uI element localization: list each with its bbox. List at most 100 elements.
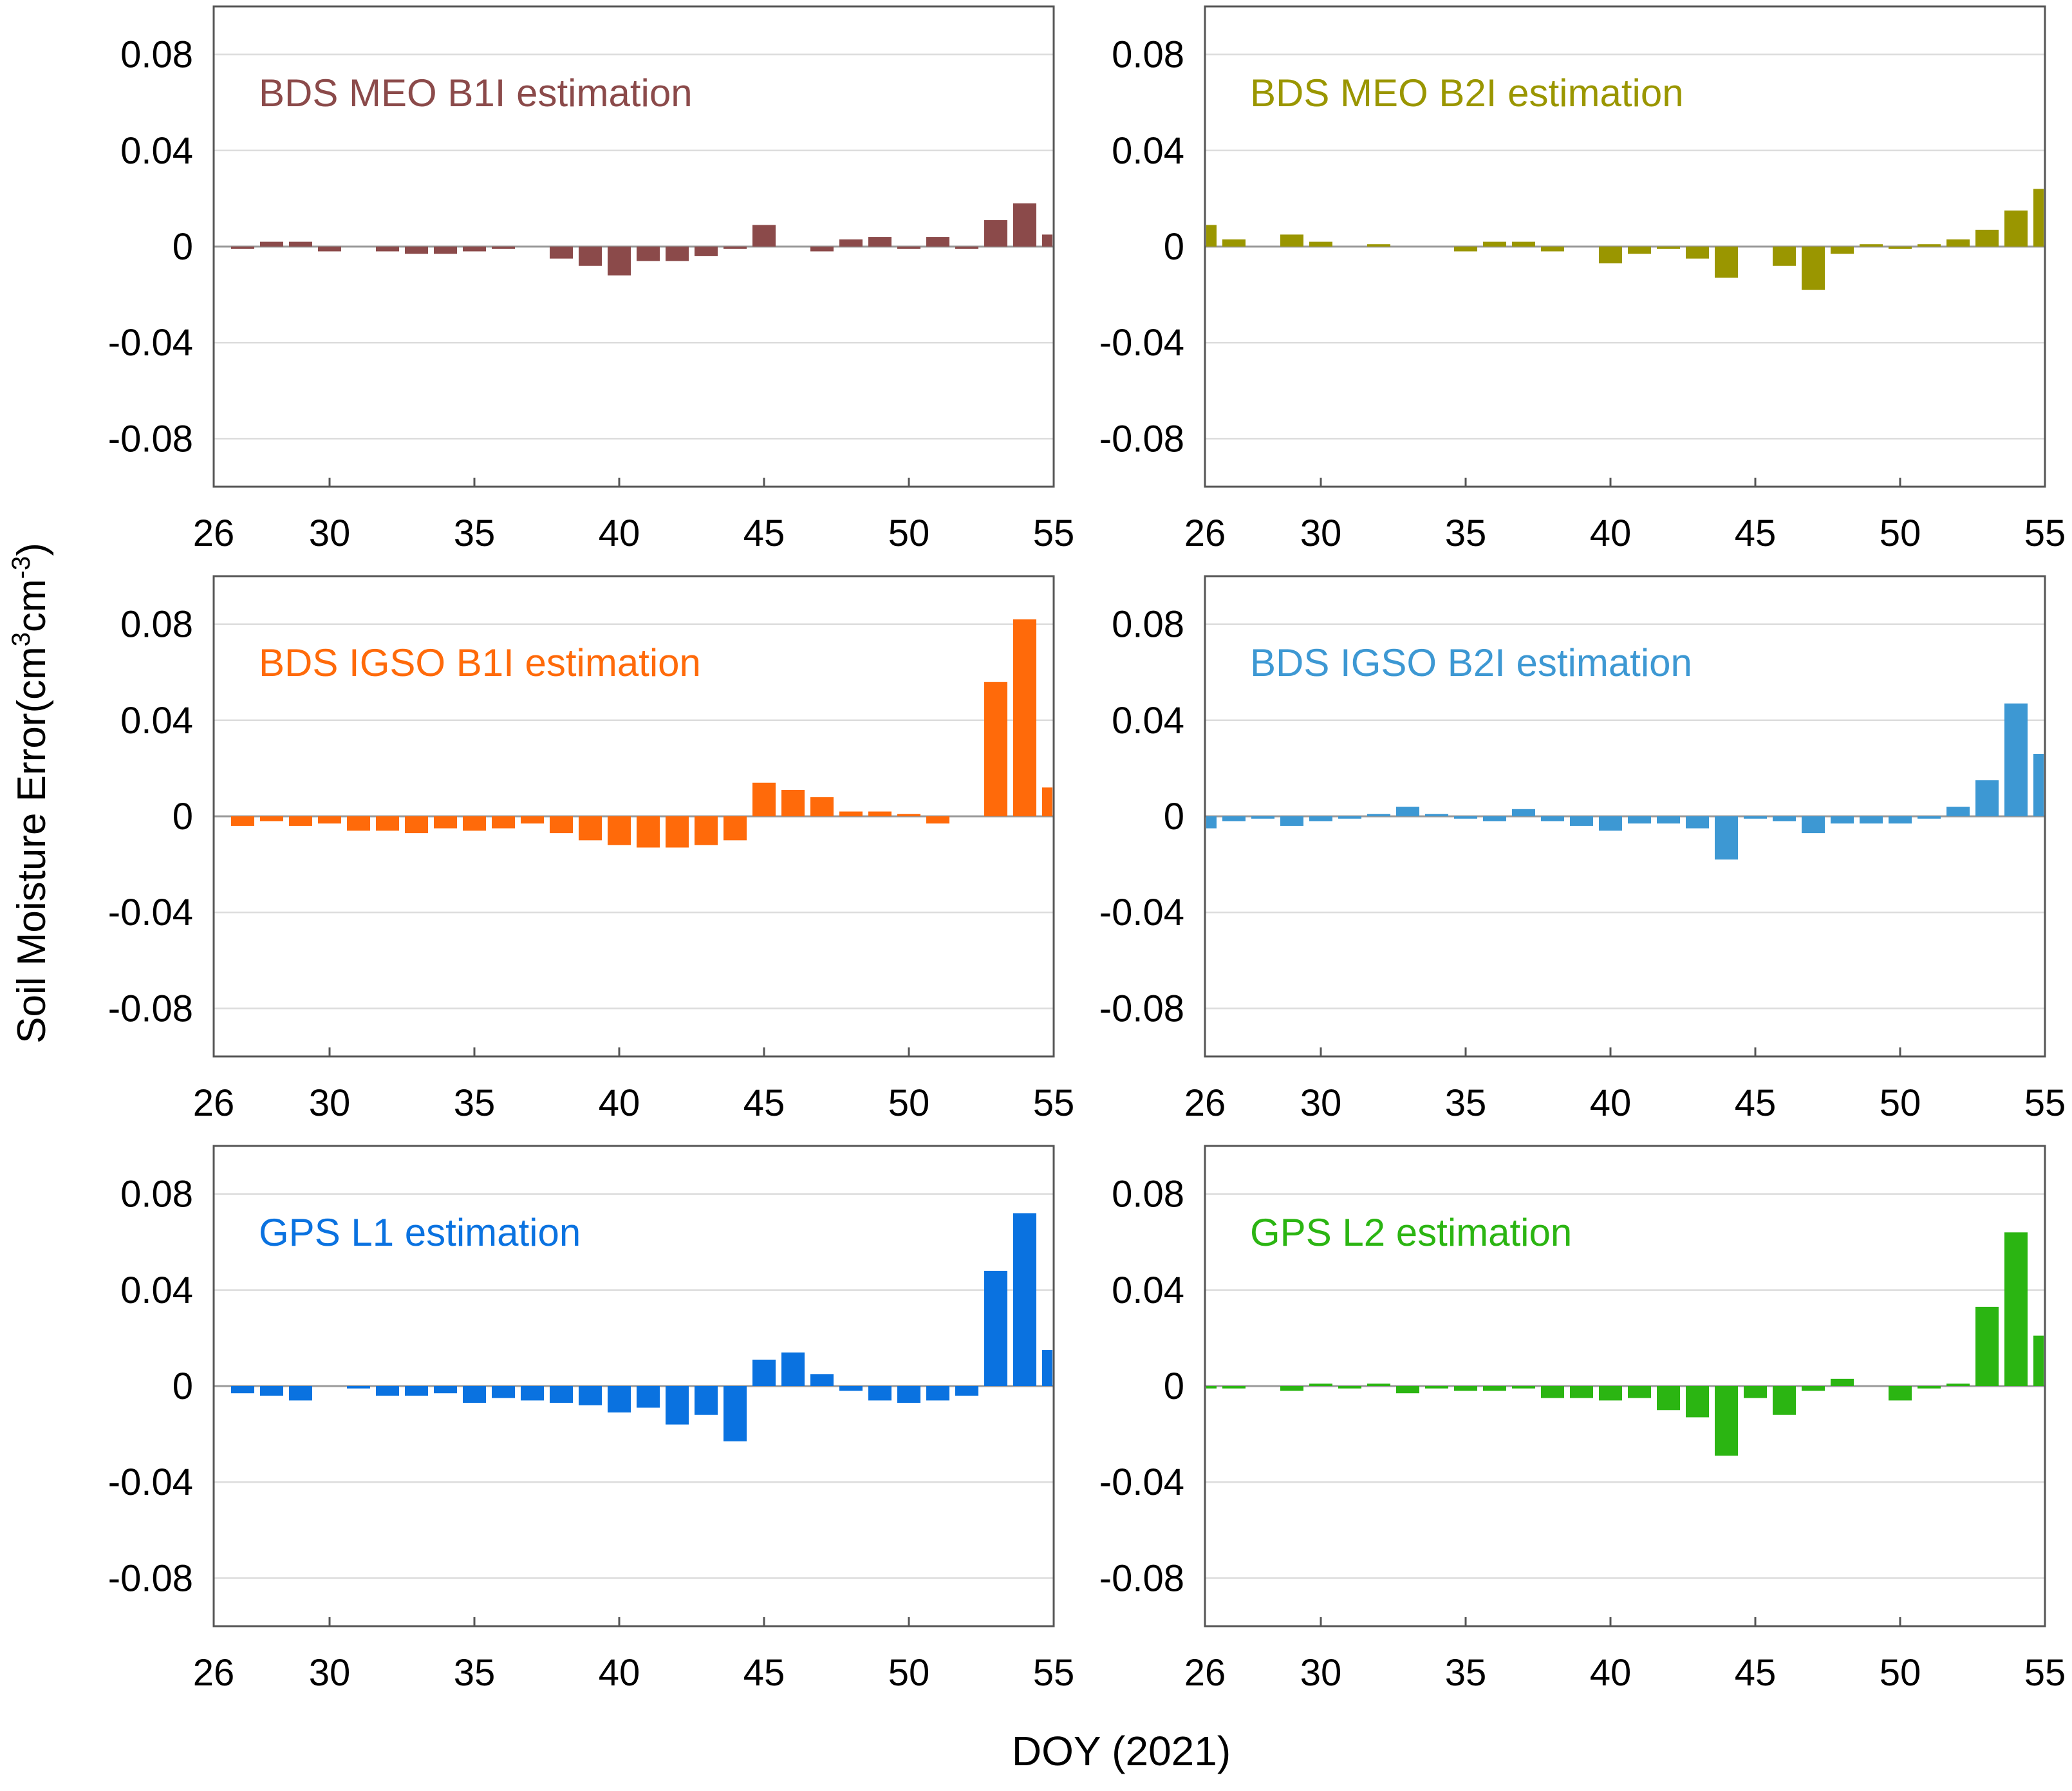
bar xyxy=(637,816,660,848)
x-tick-label: 55 xyxy=(2024,1082,2066,1124)
chart-panel: 0.08 0.04 0 -0.04 -0.08 26 30 35 40 45 50 55 BDS MEO… xyxy=(108,5,1075,554)
y-tick-label: -0.08 xyxy=(108,988,193,1029)
bar xyxy=(1773,247,1796,266)
bar xyxy=(2004,1232,2028,1386)
bar xyxy=(1338,816,1361,819)
bar xyxy=(550,816,573,834)
bar xyxy=(260,1386,283,1396)
bar xyxy=(463,816,486,831)
bar xyxy=(1541,1386,1564,1398)
bar xyxy=(1570,816,1593,826)
bar xyxy=(1206,816,1217,829)
x-tick-label: 35 xyxy=(454,512,496,554)
bar xyxy=(2033,1335,2044,1386)
bar xyxy=(666,1386,689,1425)
bar xyxy=(1483,816,1506,821)
y-tick-label: 0.04 xyxy=(1112,700,1184,742)
bar xyxy=(1599,816,1622,831)
bar xyxy=(1042,1350,1052,1386)
x-tick-label: 30 xyxy=(1300,1652,1342,1694)
y-tick-label: 0.08 xyxy=(120,1174,193,1215)
bar xyxy=(926,1386,949,1401)
bar xyxy=(781,1352,805,1386)
y-tick-label: -0.08 xyxy=(108,418,193,460)
axes-frame xyxy=(1204,1145,2046,1627)
bar xyxy=(1715,1386,1738,1456)
x-tick-label: 30 xyxy=(309,1652,351,1694)
bar xyxy=(521,816,544,824)
axes-frame xyxy=(212,1145,1055,1627)
y-tick-label: 0.08 xyxy=(1112,34,1184,76)
bar xyxy=(260,241,283,247)
x-tick-label: 55 xyxy=(1033,512,1075,554)
bar xyxy=(434,1386,457,1394)
bar xyxy=(695,816,718,845)
x-tick-label: 45 xyxy=(743,1652,785,1694)
bar xyxy=(1483,1386,1506,1391)
bar xyxy=(1657,247,1680,249)
x-tick-label: 45 xyxy=(1735,1082,1777,1124)
x-tick-label: 26 xyxy=(193,512,235,554)
x-tick-label: 30 xyxy=(309,512,351,554)
bar xyxy=(1541,816,1564,821)
bar xyxy=(1657,1386,1680,1411)
bar xyxy=(1013,619,1036,816)
y-tick-label: 0 xyxy=(1164,1365,1184,1407)
bar xyxy=(723,1386,747,1441)
bar xyxy=(723,247,747,249)
bar xyxy=(1251,816,1274,819)
y-tick-label: 0.08 xyxy=(120,604,193,646)
bar xyxy=(1599,1386,1622,1401)
bar xyxy=(492,816,515,829)
x-tick-label: 30 xyxy=(1300,1082,1342,1124)
bar xyxy=(1541,247,1564,252)
y-tick-label: -0.08 xyxy=(1099,988,1184,1029)
bar xyxy=(1396,1386,1419,1394)
bar xyxy=(1280,816,1303,826)
bar xyxy=(1599,247,1622,264)
bar xyxy=(1686,816,1709,829)
y-tick-label: -0.08 xyxy=(108,1557,193,1599)
bar xyxy=(955,1386,978,1396)
y-tick-label: 0.08 xyxy=(1112,604,1184,646)
bar xyxy=(1918,244,1941,247)
bar xyxy=(608,1386,631,1413)
x-tick-label: 50 xyxy=(888,1082,930,1124)
bar xyxy=(2004,703,2028,816)
bar xyxy=(1975,780,1999,816)
bar xyxy=(1206,1386,1217,1389)
bar xyxy=(897,814,920,816)
y-tick-label: 0.08 xyxy=(1112,1174,1184,1215)
bar xyxy=(1628,816,1651,824)
bar xyxy=(1013,203,1036,247)
panel-title: BDS MEO B1I estimation xyxy=(259,71,693,115)
bar xyxy=(1831,1378,1854,1386)
bar xyxy=(231,1386,254,1394)
bar xyxy=(1512,241,1535,247)
y-tick-label: 0 xyxy=(1164,796,1184,838)
x-tick-label: 40 xyxy=(599,1652,640,1694)
bar xyxy=(405,816,428,834)
x-tick-label: 50 xyxy=(888,1652,930,1694)
bar xyxy=(868,237,891,247)
bar xyxy=(839,239,863,247)
bar xyxy=(1367,1383,1390,1386)
bar xyxy=(608,247,631,276)
bar xyxy=(289,241,312,247)
bar xyxy=(463,247,486,252)
bar xyxy=(347,1386,370,1389)
bar xyxy=(1425,814,1448,816)
y-tick-label: 0.04 xyxy=(1112,130,1184,172)
bar xyxy=(1889,247,1912,249)
x-tick-label: 45 xyxy=(743,1082,785,1124)
panel-title: GPS L1 estimation xyxy=(259,1211,581,1254)
bar xyxy=(752,225,776,247)
panel-title: BDS MEO B2I estimation xyxy=(1250,71,1684,115)
bar xyxy=(1715,247,1738,278)
bar xyxy=(1975,1306,1999,1386)
bar xyxy=(1222,816,1246,821)
bar xyxy=(1918,1386,1941,1389)
bar xyxy=(1338,1386,1361,1389)
